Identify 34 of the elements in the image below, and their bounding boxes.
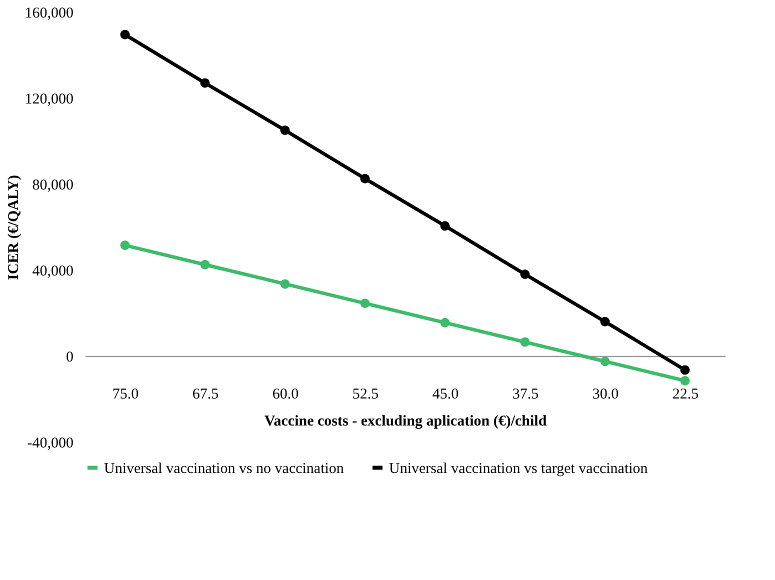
point [520, 337, 530, 347]
x-tick-label: 67.5 [192, 386, 219, 402]
x-tick-label: 30.0 [592, 386, 619, 402]
point [280, 279, 290, 289]
y-tick-label: 0 [66, 350, 74, 366]
point [120, 240, 130, 250]
point [360, 298, 370, 308]
y-tick-label: 160,000 [24, 6, 74, 22]
point [200, 260, 210, 270]
legend-label: Universal vaccination vs target vaccination [389, 460, 648, 477]
point [600, 316, 610, 326]
point [200, 78, 210, 88]
x-tick-label: 75.0 [112, 386, 139, 402]
point [440, 318, 450, 328]
x-tick-label: 37.5 [512, 386, 539, 402]
x-tick-label: 52.5 [352, 386, 379, 402]
x-tick-label: 60.0 [272, 386, 299, 402]
point [360, 174, 370, 184]
x-tick-label: 45.0 [432, 386, 459, 402]
y-tick-label: 40,000 [32, 264, 74, 280]
y-tick-label: -40,000 [27, 436, 74, 452]
y-axis-title: ICER (€/QALY) [6, 175, 22, 280]
legend-label: Universal vaccination vs no vaccination [104, 460, 344, 477]
point [280, 126, 290, 135]
point [680, 376, 690, 386]
point [520, 270, 530, 280]
point [680, 365, 690, 375]
point [600, 356, 610, 366]
x-axis-title: Vaccine costs - excluding aplication (€)/child [264, 414, 548, 430]
point [120, 30, 130, 40]
x-tick-label: 22.5 [672, 386, 699, 402]
y-tick-label: 80,000 [32, 178, 74, 194]
point [440, 221, 450, 231]
y-tick-label: 120,000 [24, 92, 74, 108]
